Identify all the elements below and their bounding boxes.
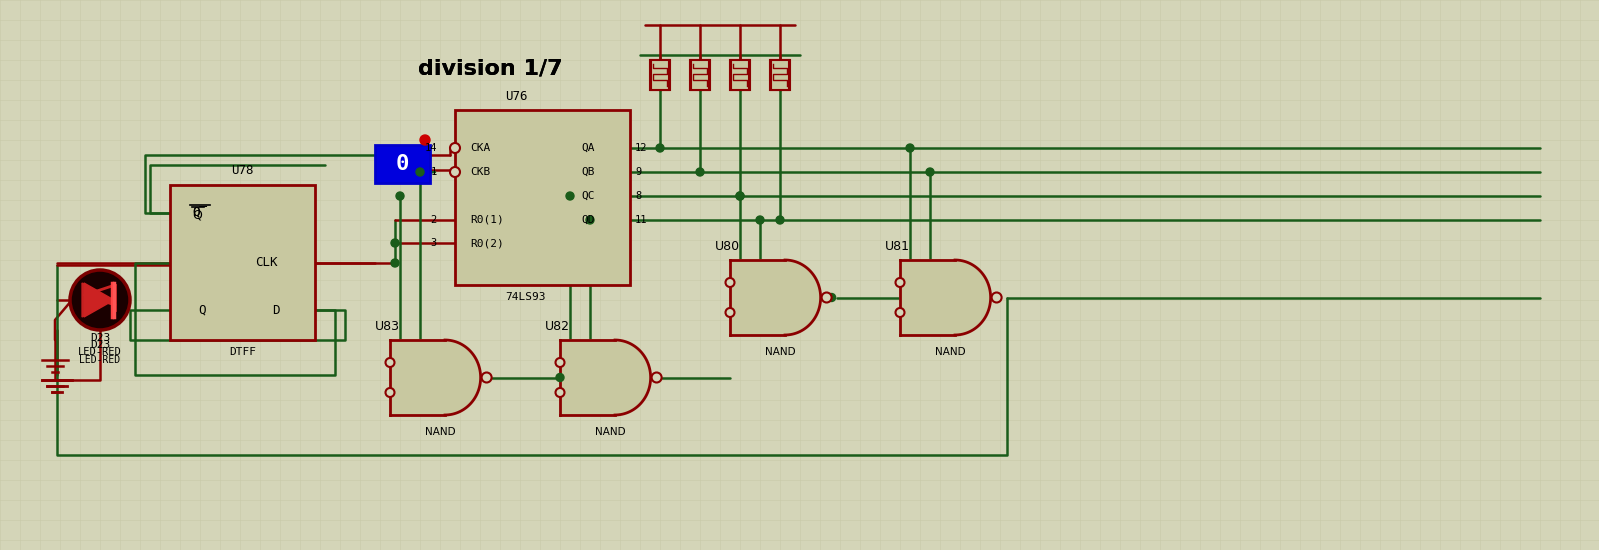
Circle shape xyxy=(449,143,461,153)
Text: D23: D23 xyxy=(90,340,110,350)
Text: LED-RED: LED-RED xyxy=(80,355,120,365)
Circle shape xyxy=(555,358,564,367)
Text: 0: 0 xyxy=(395,154,409,174)
Text: QC: QC xyxy=(582,191,595,201)
Bar xyxy=(771,60,788,90)
Circle shape xyxy=(70,270,130,330)
Circle shape xyxy=(449,167,461,177)
Circle shape xyxy=(822,293,831,303)
Text: 1: 1 xyxy=(430,167,437,177)
Bar xyxy=(771,60,790,90)
Bar xyxy=(691,60,710,90)
Circle shape xyxy=(72,272,128,328)
Text: R0(1): R0(1) xyxy=(470,215,504,225)
Circle shape xyxy=(756,216,764,224)
Text: U78: U78 xyxy=(232,164,254,178)
Circle shape xyxy=(726,278,734,287)
Text: U83: U83 xyxy=(376,320,400,333)
Circle shape xyxy=(926,168,934,176)
Polygon shape xyxy=(731,260,820,335)
Text: U76: U76 xyxy=(505,90,528,102)
Text: NAND: NAND xyxy=(595,427,625,437)
Text: Q̅: Q̅ xyxy=(192,206,206,219)
Circle shape xyxy=(726,308,734,317)
Text: 9: 9 xyxy=(635,167,641,177)
Text: D23: D23 xyxy=(90,333,110,343)
Text: QB: QB xyxy=(582,167,595,177)
Bar xyxy=(376,145,430,183)
Text: LED-RED: LED-RED xyxy=(78,347,122,357)
Circle shape xyxy=(556,373,564,382)
Text: U82: U82 xyxy=(545,320,569,333)
Text: DTFF: DTFF xyxy=(229,347,256,357)
Text: 8: 8 xyxy=(635,191,641,201)
Polygon shape xyxy=(82,283,112,317)
Text: Q̅: Q̅ xyxy=(192,206,208,219)
Text: 3: 3 xyxy=(430,238,437,248)
Circle shape xyxy=(736,192,744,200)
Text: QA: QA xyxy=(582,143,595,153)
Circle shape xyxy=(776,216,784,224)
Bar xyxy=(651,60,670,90)
Text: 14: 14 xyxy=(424,143,437,153)
Text: Q: Q xyxy=(198,304,206,316)
Text: division 1/7: division 1/7 xyxy=(417,58,563,78)
Circle shape xyxy=(907,144,915,152)
Circle shape xyxy=(656,144,664,152)
Bar xyxy=(731,60,750,90)
Text: division 1/7: division 1/7 xyxy=(417,58,563,78)
Text: CLK: CLK xyxy=(256,256,278,270)
Circle shape xyxy=(652,372,662,382)
Circle shape xyxy=(72,272,128,328)
Polygon shape xyxy=(560,340,651,415)
Text: QD: QD xyxy=(582,215,595,225)
Polygon shape xyxy=(900,260,991,335)
Circle shape xyxy=(392,259,400,267)
Text: 74LS93: 74LS93 xyxy=(505,292,545,302)
Circle shape xyxy=(385,358,395,367)
Polygon shape xyxy=(390,340,481,415)
Text: D: D xyxy=(272,304,280,316)
Text: NAND: NAND xyxy=(935,347,966,357)
Text: R0(2): R0(2) xyxy=(470,238,504,248)
Circle shape xyxy=(416,168,424,176)
Bar xyxy=(691,60,708,90)
Text: U81: U81 xyxy=(884,239,910,252)
Text: NAND: NAND xyxy=(764,347,795,357)
Circle shape xyxy=(555,388,564,397)
Text: 11: 11 xyxy=(635,215,648,225)
Text: CKA: CKA xyxy=(470,143,491,153)
Circle shape xyxy=(385,388,395,397)
Circle shape xyxy=(991,293,1001,303)
Text: 2: 2 xyxy=(430,215,437,225)
Circle shape xyxy=(566,192,574,200)
Circle shape xyxy=(481,372,491,382)
Circle shape xyxy=(696,168,704,176)
Bar xyxy=(169,185,315,340)
Text: 12: 12 xyxy=(635,143,648,153)
Circle shape xyxy=(392,239,400,247)
Text: CKB: CKB xyxy=(470,167,491,177)
Polygon shape xyxy=(85,283,114,317)
Circle shape xyxy=(585,216,593,224)
Circle shape xyxy=(421,135,430,145)
Circle shape xyxy=(895,278,905,287)
Circle shape xyxy=(828,294,836,301)
Text: NAND: NAND xyxy=(425,427,456,437)
Circle shape xyxy=(895,308,905,317)
Bar xyxy=(731,60,748,90)
Bar xyxy=(456,110,630,285)
Circle shape xyxy=(736,192,744,200)
Circle shape xyxy=(397,192,405,200)
Bar xyxy=(651,60,668,90)
Text: U80: U80 xyxy=(715,239,740,252)
Text: Q: Q xyxy=(192,208,201,222)
